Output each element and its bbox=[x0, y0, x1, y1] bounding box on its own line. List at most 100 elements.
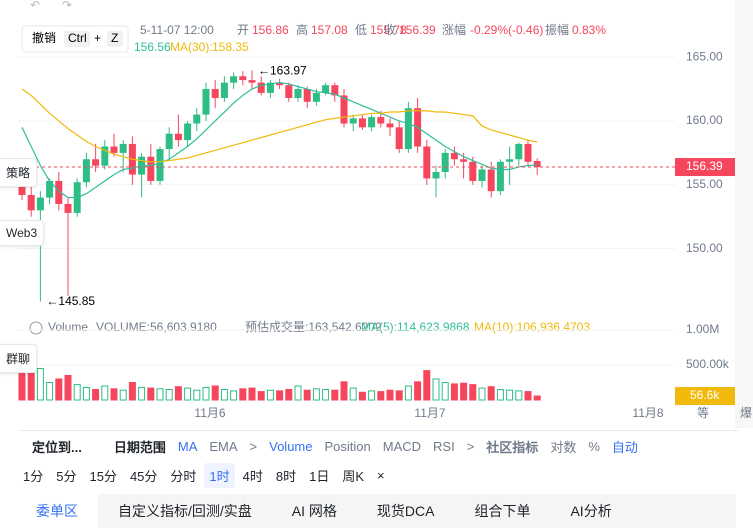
subchart[interactable]: Position bbox=[324, 438, 371, 454]
info-open-label: 开 bbox=[237, 23, 249, 37]
x-tick-label: 11月8 bbox=[632, 406, 663, 420]
volume-bar bbox=[358, 391, 366, 401]
interval[interactable]: 45分 bbox=[129, 468, 158, 484]
interval[interactable]: 5分 bbox=[56, 468, 77, 484]
volume-bar bbox=[193, 389, 201, 401]
volume-title: VOLUME:56,603.9180 bbox=[96, 320, 217, 334]
candle-body bbox=[211, 89, 219, 98]
side-tab[interactable]: 群聊 bbox=[0, 344, 38, 373]
volume-bar bbox=[73, 384, 81, 401]
candle-body bbox=[92, 159, 100, 166]
info-low: 155.78 bbox=[370, 23, 407, 37]
info-low-label: 低 bbox=[355, 23, 367, 37]
indicator[interactable]: EMA bbox=[209, 438, 238, 454]
auto-button[interactable]: 自动 bbox=[611, 439, 638, 455]
high-arrow: ← bbox=[258, 63, 270, 77]
info-amp-label: 振幅 bbox=[545, 22, 569, 37]
candle-body bbox=[64, 203, 72, 213]
ma-fast-value: 156.56 bbox=[134, 40, 171, 54]
right-strip bbox=[735, 0, 753, 428]
bottom-tabs: 委单区 自定义指标/回测/实盘 AI 网格 现货DCA 组合下单 AI分析 bbox=[16, 494, 736, 528]
candle-body bbox=[377, 117, 385, 124]
interval[interactable]: 周K bbox=[342, 468, 365, 484]
bottom-tab[interactable]: AI分析 bbox=[570, 503, 612, 519]
bottom-tab[interactable]: AI 网格 bbox=[291, 503, 337, 519]
subchart[interactable]: Volume bbox=[269, 438, 313, 454]
volume-bar bbox=[432, 378, 440, 401]
redo-arrow[interactable]: ↷ bbox=[62, 0, 72, 12]
info-change: -0.29%(-0.46) bbox=[470, 23, 543, 37]
volume-bar bbox=[266, 389, 274, 401]
bottom-tab[interactable]: 委单区 bbox=[16, 494, 98, 528]
last-price-tag bbox=[675, 158, 735, 177]
volume-bar bbox=[239, 388, 247, 401]
candle-body bbox=[239, 76, 247, 81]
more[interactable]: > bbox=[466, 438, 475, 454]
tooltip-key: Z bbox=[111, 31, 118, 45]
date-range-button[interactable]: 日期范围 bbox=[113, 439, 166, 455]
collapse-icon[interactable] bbox=[29, 321, 43, 335]
interval[interactable]: 1时 bbox=[204, 462, 235, 488]
volume-bar bbox=[276, 390, 284, 401]
indicator[interactable]: MA bbox=[177, 438, 198, 454]
more[interactable]: > bbox=[249, 438, 258, 454]
community-button[interactable]: 社区指标 bbox=[486, 439, 539, 455]
side-tab[interactable]: Web3 bbox=[0, 220, 45, 246]
candle-body bbox=[257, 82, 265, 93]
volume-bar bbox=[487, 386, 495, 401]
key-box bbox=[107, 31, 123, 47]
volume-bar bbox=[156, 388, 164, 401]
interval[interactable]: 15分 bbox=[89, 468, 117, 484]
volume-tick-label: 1.00M bbox=[686, 322, 719, 336]
volume-bar bbox=[515, 390, 523, 401]
subchart[interactable]: MACD bbox=[382, 438, 422, 454]
volume-bar bbox=[533, 395, 541, 401]
volume-bar bbox=[202, 386, 210, 401]
undo-arrow[interactable]: ↶ bbox=[30, 0, 40, 12]
volume-bar bbox=[496, 389, 504, 401]
percent-button[interactable]: % bbox=[588, 438, 600, 454]
high-annotation: 163.97 bbox=[270, 63, 307, 77]
y-tick-label: 150.00 bbox=[686, 241, 723, 255]
interval[interactable]: 1日 bbox=[309, 468, 330, 484]
close-icon[interactable]: × bbox=[377, 467, 385, 483]
log-button[interactable]: 对数 bbox=[550, 439, 577, 455]
subchart[interactable]: RSI bbox=[433, 438, 455, 454]
interval[interactable]: 8时 bbox=[275, 468, 297, 484]
volume-bar bbox=[460, 382, 468, 401]
interval[interactable]: 分时 bbox=[170, 468, 197, 484]
volume-bar bbox=[506, 389, 514, 401]
bottom-tab[interactable]: 现货DCA bbox=[376, 503, 435, 519]
interval[interactable]: 4时 bbox=[242, 468, 263, 484]
candle-body bbox=[36, 197, 44, 211]
candle-body bbox=[478, 169, 486, 181]
candle-body bbox=[432, 172, 440, 179]
candle-body bbox=[165, 133, 173, 150]
chart: ↶ ↷ 5-11-07 12:00 开 156.86 高 157.08 低 15… bbox=[18, 0, 753, 428]
candle-body bbox=[496, 161, 504, 192]
volume-bar bbox=[174, 386, 182, 401]
last-volume-label: 56.6k bbox=[690, 388, 720, 402]
candle-body bbox=[82, 159, 90, 183]
bottom-tab[interactable]: 组合下单 bbox=[474, 503, 531, 519]
volume-bar bbox=[285, 389, 293, 401]
volume-bar bbox=[165, 389, 173, 401]
y-tick-label: 160.00 bbox=[686, 113, 723, 127]
volume-bar bbox=[18, 370, 26, 401]
candle-body bbox=[119, 143, 127, 153]
volume-bar bbox=[312, 388, 320, 401]
locate-button[interactable]: 定位到... bbox=[32, 439, 82, 455]
candle-body bbox=[340, 95, 348, 124]
last-price-label: 156.39 bbox=[686, 159, 723, 173]
info-high: 157.08 bbox=[311, 23, 348, 37]
volume-bar bbox=[110, 388, 118, 401]
info-high-label: 高 bbox=[296, 22, 308, 37]
volume-bar bbox=[138, 386, 146, 401]
bottom-tab[interactable]: 自定义指标/回测/实盘 bbox=[118, 503, 252, 519]
x-tick-label: 11月7 bbox=[414, 406, 445, 420]
ohlc-info: 5-11-07 12:00 开 156.86 高 157.08 低 155.78… bbox=[140, 22, 606, 37]
candle-body bbox=[404, 108, 412, 150]
side-tab[interactable]: 策略 bbox=[0, 158, 38, 187]
last-volume-tag bbox=[675, 387, 735, 406]
interval[interactable]: 1分 bbox=[23, 468, 44, 484]
